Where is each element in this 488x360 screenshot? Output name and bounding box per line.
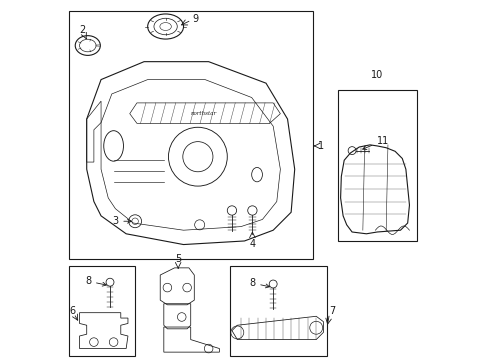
Text: 9: 9: [192, 14, 198, 24]
Text: 5: 5: [175, 254, 181, 264]
Text: 6: 6: [69, 306, 76, 316]
Text: 7: 7: [329, 306, 335, 316]
Text: 11: 11: [362, 136, 388, 149]
FancyBboxPatch shape: [230, 266, 326, 356]
Text: 2: 2: [79, 25, 85, 35]
Text: northstar: northstar: [190, 111, 216, 116]
Text: 4: 4: [249, 239, 255, 249]
FancyBboxPatch shape: [69, 12, 312, 259]
Text: 3: 3: [112, 216, 131, 226]
Text: 1: 1: [317, 141, 324, 151]
FancyBboxPatch shape: [69, 266, 135, 356]
Text: 8: 8: [85, 276, 106, 286]
FancyBboxPatch shape: [337, 90, 416, 241]
Text: 10: 10: [370, 69, 383, 80]
Text: 8: 8: [248, 278, 269, 288]
